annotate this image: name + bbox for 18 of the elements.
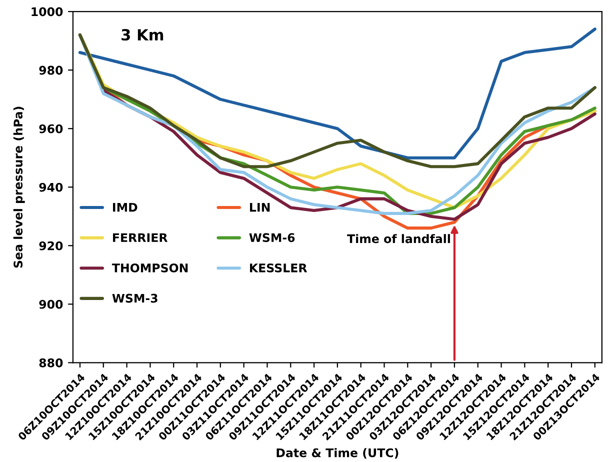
y-tick-label: 960 [39, 124, 63, 134]
legend-label: IMD [113, 203, 138, 212]
x-axis-title: Date & Time (UTC) [276, 448, 398, 459]
legend-label: THOMPSON [112, 263, 188, 272]
legend-label: FERRIER [113, 233, 168, 242]
annotation: Time of landfall [347, 234, 450, 244]
legend-label: WSM-6 [249, 233, 295, 242]
y-axis-title: Sea level pressure (hPa) [13, 106, 25, 268]
y-tick-label: 900 [39, 300, 63, 309]
y-tick-label: 940 [39, 182, 63, 192]
y-tick-label: 1000 [32, 7, 63, 16]
y-tick-label: 880 [39, 358, 63, 368]
y-tick-label: 980 [39, 66, 63, 75]
legend-label: KESSLER [250, 263, 308, 272]
legend-label: WSM-3 [112, 294, 158, 303]
y-tick-label: 920 [39, 241, 63, 250]
text: 3 Km [122, 29, 164, 41]
legend-label: LIN [250, 203, 270, 212]
